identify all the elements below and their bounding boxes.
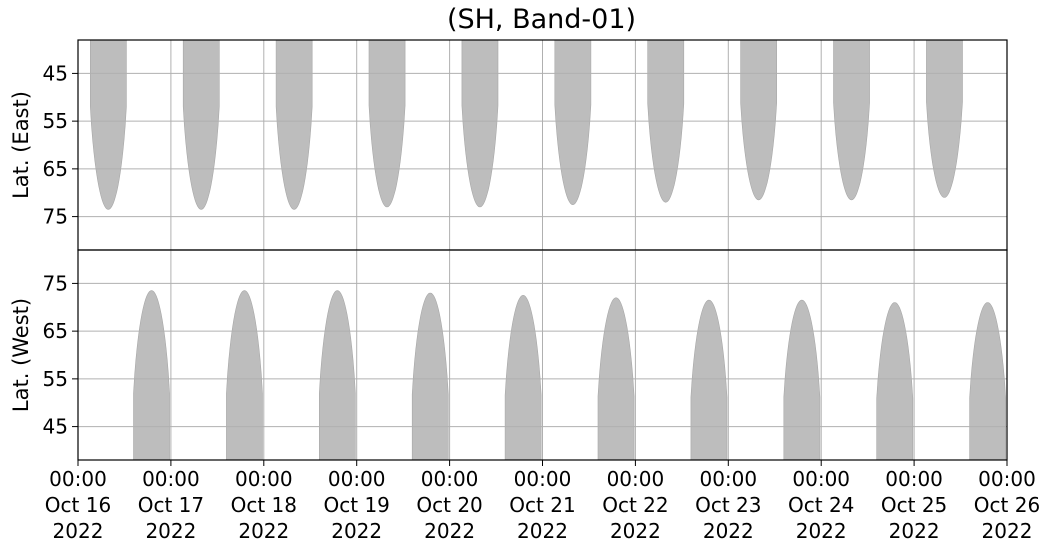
y-tick-label: 65 bbox=[43, 157, 68, 181]
y-tick-label: 45 bbox=[43, 415, 68, 439]
swath-lobe bbox=[833, 40, 870, 201]
swath-lobe bbox=[182, 40, 220, 210]
y-tick-label: 55 bbox=[43, 367, 68, 391]
panel-bottom: 45 55 65 75 Lat. (West) bbox=[9, 249, 1008, 461]
swath-lobe bbox=[969, 302, 1006, 460]
swath-lobe bbox=[876, 302, 914, 460]
x-tick-label: 00:00 Oct 20 2022 bbox=[416, 467, 482, 543]
swath-lobe bbox=[133, 290, 170, 460]
x-tick-label: 00:00 Oct 19 2022 bbox=[324, 467, 390, 543]
swath-lobe bbox=[740, 40, 777, 201]
x-tick-label: 00:00 Oct 24 2022 bbox=[788, 467, 854, 543]
swath-lobe bbox=[226, 290, 263, 460]
x-tick-label: 00:00 Oct 18 2022 bbox=[231, 467, 297, 543]
swath-lobe bbox=[1019, 40, 1053, 198]
swath-lobe bbox=[411, 292, 449, 460]
swath-lobe bbox=[368, 40, 406, 208]
x-tick-label: 00:00 Oct 17 2022 bbox=[138, 467, 204, 543]
swath-lobe bbox=[319, 290, 356, 460]
swath-lobe bbox=[690, 299, 728, 460]
swath-lobe bbox=[926, 40, 963, 198]
y-axis-label: Lat. (East) bbox=[9, 91, 33, 199]
swath-lobe bbox=[275, 40, 313, 210]
swath-lobe bbox=[783, 299, 821, 460]
y-tick-label: 75 bbox=[43, 271, 68, 295]
x-tick-label: 00:00 Oct 23 2022 bbox=[695, 467, 761, 543]
chart-title: (SH, Band-01) bbox=[446, 4, 637, 35]
y-tick-label: 45 bbox=[43, 61, 68, 85]
x-tick-label: 00:00 Oct 25 2022 bbox=[881, 467, 947, 543]
y-tick-label: 65 bbox=[43, 319, 68, 343]
x-tick-label: 00:00 Oct 21 2022 bbox=[509, 467, 575, 543]
swath-lobe bbox=[90, 40, 127, 210]
x-tick-label: 00:00 Oct 26 2022 bbox=[974, 467, 1040, 543]
swath-lobe bbox=[461, 40, 499, 208]
panel-top: 45 55 65 75 Lat. (East) bbox=[9, 39, 1053, 251]
swath-lobe bbox=[504, 294, 542, 460]
x-tick-label: 00:00 Oct 22 2022 bbox=[602, 467, 668, 543]
x-tick-label: 00:00 Oct 16 2022 bbox=[45, 467, 111, 543]
y-tick-label: 55 bbox=[43, 109, 68, 133]
swath-lobe bbox=[554, 40, 592, 206]
y-axis-label: Lat. (West) bbox=[9, 298, 33, 412]
y-tick-label: 75 bbox=[43, 205, 68, 229]
